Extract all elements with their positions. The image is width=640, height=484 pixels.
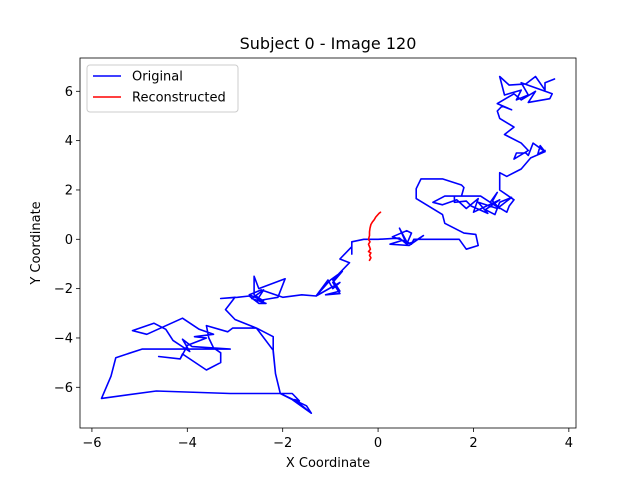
y-tick-label: 6 [65, 85, 73, 100]
x-tick-label: −6 [82, 436, 101, 451]
chart-title: Subject 0 - Image 120 [240, 34, 417, 53]
y-tick-label: 0 [65, 233, 73, 248]
y-tick-label: 2 [65, 183, 73, 198]
y-tick-label: 4 [65, 134, 73, 149]
y-tick-label: −4 [54, 331, 73, 346]
plot-frame [79, 57, 577, 429]
y-tick-label: −6 [54, 381, 73, 396]
legend-box [86, 64, 239, 113]
x-tick-label: 4 [565, 436, 573, 451]
legend-original-label: Original [132, 70, 183, 85]
plot-area [80, 58, 576, 428]
legend-reconstructed-label: Reconstructed [132, 91, 226, 106]
y-axis-label: Y Coordinate [29, 201, 44, 285]
x-tick-label: 0 [374, 436, 382, 451]
axes-layer: −6 −4 −2 0 2 4 −6 −4 −2 0 2 4 6 [54, 85, 573, 451]
x-tick-label: −4 [178, 436, 197, 451]
series-layer [100, 75, 556, 414]
x-tick-label: −2 [273, 436, 292, 451]
y-tick-label: −2 [54, 282, 73, 297]
x-axis-label: X Coordinate [286, 456, 370, 471]
x-tick-label: 2 [469, 436, 477, 451]
series-line-reconstructed [367, 211, 382, 262]
series-line-original [100, 75, 556, 414]
legend: Original Reconstructed [86, 64, 239, 113]
